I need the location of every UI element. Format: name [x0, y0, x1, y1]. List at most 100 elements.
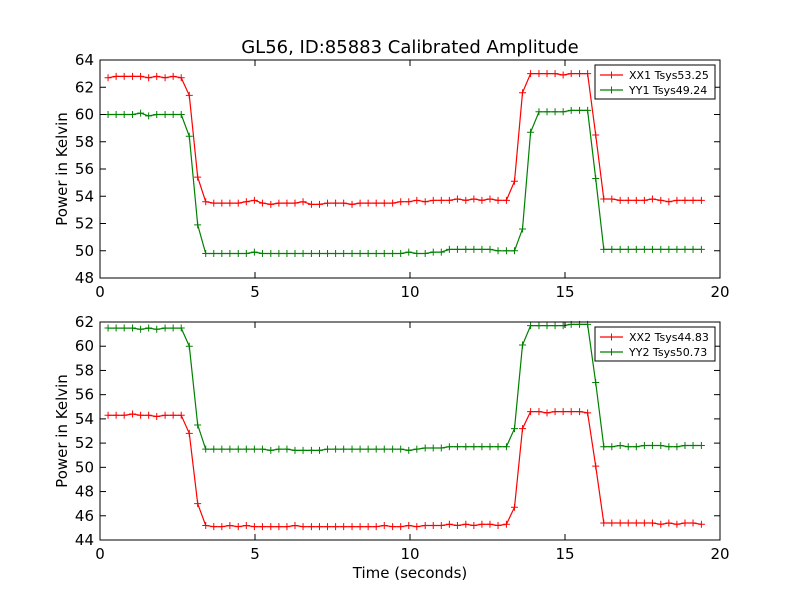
- data-point: [648, 195, 656, 203]
- data-point: [380, 249, 388, 257]
- data-point: [112, 72, 120, 80]
- data-point: [364, 249, 372, 257]
- data-point: [348, 249, 356, 257]
- data-point: [437, 521, 445, 529]
- data-point: [616, 519, 624, 527]
- data-point: [445, 520, 453, 528]
- data-point: [510, 247, 518, 255]
- data-point: [194, 173, 202, 181]
- data-point: [324, 523, 332, 531]
- data-point: [486, 195, 494, 203]
- data-point: [486, 443, 494, 451]
- data-point: [267, 446, 275, 454]
- data-point: [665, 519, 673, 527]
- data-point: [413, 445, 421, 453]
- data-point: [437, 444, 445, 452]
- data-point: [608, 519, 616, 527]
- data-point: [429, 521, 437, 529]
- top-plot: 0 5 10 15 20 48 50 52 54 56 58 60 62 64 Power in Kelvi…: [53, 51, 730, 301]
- y-tick-label: 54: [75, 410, 94, 428]
- y-tick-label: 46: [75, 507, 94, 525]
- data-point: [153, 111, 161, 118]
- data-point: [535, 408, 543, 416]
- x-axis-label: Time (seconds): [352, 564, 468, 582]
- x-tick-label: 0: [95, 283, 105, 301]
- data-point: [462, 443, 470, 451]
- y-tick-label: 50: [75, 458, 94, 476]
- data-point: [689, 196, 697, 204]
- y-axis-label: Power in Kelvin: [53, 112, 71, 226]
- data-point: [689, 442, 697, 450]
- data-point: [389, 249, 397, 257]
- data-point: [307, 200, 315, 208]
- data-point: [194, 221, 202, 229]
- data-point: [397, 445, 405, 453]
- data-point: [689, 245, 697, 253]
- data-point: [519, 425, 527, 433]
- data-point: [697, 520, 705, 528]
- data-point: [380, 199, 388, 207]
- y-tick-label: 56: [75, 160, 94, 178]
- data-point: [202, 445, 210, 453]
- data-point: [510, 177, 518, 185]
- data-point: [242, 521, 250, 529]
- data-point: [470, 443, 478, 451]
- data-point: [592, 379, 600, 387]
- data-point: [161, 411, 169, 419]
- data-point: [242, 445, 250, 453]
- data-point: [258, 199, 266, 207]
- data-point: [437, 196, 445, 204]
- data-point: [470, 195, 478, 203]
- data-point: [559, 71, 567, 79]
- x-tick-label: 0: [95, 545, 105, 563]
- data-point: [559, 108, 567, 116]
- data-point: [104, 324, 112, 332]
- data-point: [600, 443, 608, 451]
- data-point: [640, 196, 648, 204]
- data-point: [389, 445, 397, 453]
- data-point: [145, 112, 153, 120]
- data-point: [616, 442, 624, 450]
- data-point: [210, 523, 218, 531]
- data-point: [315, 249, 323, 257]
- data-point: [567, 106, 575, 114]
- data-point: [120, 72, 128, 80]
- data-point: [145, 411, 153, 419]
- data-point: [608, 195, 616, 203]
- data-point: [169, 72, 177, 80]
- legend-box: [594, 64, 716, 100]
- data-point: [258, 249, 266, 257]
- data-point: [275, 445, 283, 453]
- data-point: [194, 421, 202, 429]
- data-point: [226, 445, 234, 453]
- data-point: [665, 443, 673, 451]
- data-point: [413, 523, 421, 531]
- data-point: [250, 445, 258, 453]
- data-point: [299, 446, 307, 454]
- data-point: [600, 245, 608, 253]
- data-point: [445, 245, 453, 253]
- data-point: [551, 70, 559, 78]
- data-point: [332, 249, 340, 257]
- data-point: [584, 70, 592, 78]
- y-tick-label: 60: [75, 337, 94, 355]
- data-point: [202, 198, 210, 206]
- data-point: [648, 245, 656, 253]
- data-point: [356, 249, 364, 257]
- data-point: [299, 198, 307, 206]
- data-point: [202, 249, 210, 257]
- chart-title: GL56, ID:85883 Calibrated Amplitude: [241, 37, 579, 58]
- data-point: [340, 523, 348, 531]
- data-point: [307, 249, 315, 257]
- data-point: [299, 249, 307, 257]
- data-point: [267, 249, 275, 257]
- data-point: [697, 245, 705, 253]
- data-point: [462, 520, 470, 528]
- data-point: [592, 175, 600, 183]
- data-point: [153, 412, 161, 420]
- data-point: [453, 195, 461, 203]
- data-point: [494, 247, 502, 255]
- data-point: [445, 443, 453, 451]
- data-point: [519, 341, 527, 349]
- legend-label: YY1 Tsys49.24: [628, 84, 707, 97]
